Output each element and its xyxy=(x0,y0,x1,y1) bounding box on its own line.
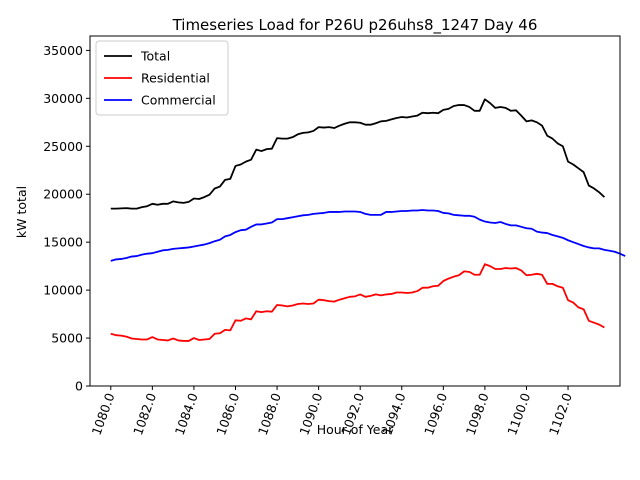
axes-frame xyxy=(89,35,621,387)
x-axis-label: Hour of Year xyxy=(317,422,394,437)
legend: Total Residential Commercial xyxy=(95,40,229,116)
y-tick-label: 35000 xyxy=(43,43,83,58)
series-layer xyxy=(110,98,626,342)
y-tick-label: 20000 xyxy=(43,187,83,202)
legend-label-commercial: Commercial xyxy=(141,93,216,108)
legend-box xyxy=(95,40,229,116)
series-line-residential xyxy=(110,263,605,342)
y-tick-label: 5000 xyxy=(51,331,83,346)
series-line-commercial xyxy=(110,209,626,262)
y-tick-label: 0 xyxy=(75,379,83,394)
series-line-total xyxy=(110,98,606,210)
chart-title: Timeseries Load for P26U p26uhs8_1247 Da… xyxy=(172,16,538,35)
legend-label-residential: Residential xyxy=(141,71,210,86)
y-tick-label: 25000 xyxy=(43,139,83,154)
y-tick-label: 30000 xyxy=(43,91,83,106)
y-tick-label: 10000 xyxy=(43,283,83,298)
y-axis-label: kW total xyxy=(14,186,29,238)
legend-label-total: Total xyxy=(140,49,170,64)
y-tick-label: 15000 xyxy=(43,235,83,250)
